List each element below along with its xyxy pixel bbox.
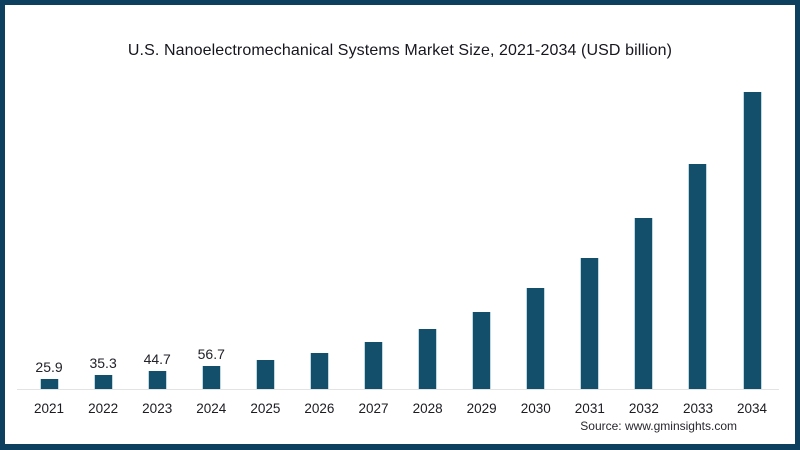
bar-slot-2030 [509, 60, 563, 390]
bar-slot-2022: 35.3 [76, 60, 130, 390]
x-axis-label-2021: 2021 [34, 401, 65, 416]
bar-2025 [255, 360, 275, 390]
bar-2027 [364, 342, 383, 390]
bar-2032 [634, 217, 654, 390]
x-axis-label-2025: 2025 [250, 401, 281, 416]
bar-2034 [742, 92, 762, 390]
x-axis-label-2022: 2022 [88, 401, 119, 416]
bar-slot-2025 [238, 60, 292, 390]
bar-slot-2032 [617, 60, 671, 390]
bar-2028 [418, 329, 438, 390]
bar-2022 [93, 375, 113, 390]
x-axis-line [17, 389, 779, 390]
chart-title: U.S. Nanoelectromechanical Systems Marke… [127, 42, 673, 59]
bar-slot-2023: 44.7 [130, 60, 184, 390]
x-axis-label-2027: 2027 [358, 401, 389, 416]
bar-2024 [201, 366, 221, 390]
bar-2023 [147, 371, 167, 390]
x-axis-label-2031: 2031 [574, 401, 605, 416]
x-axis-label-2026: 2026 [304, 401, 335, 416]
bar-value-label-2023: 44.7 [143, 351, 171, 368]
bar-slot-2024: 56.7 [184, 60, 238, 390]
bar-slot-2021: 25.9 [22, 60, 76, 390]
bar-value-label-2021: 25.9 [35, 359, 63, 376]
bar-2021 [39, 379, 59, 390]
bars-container: 25.9 35.3 44.7 56.7 [22, 60, 779, 390]
bar-slot-2029 [455, 60, 509, 390]
x-axis-label-2028: 2028 [412, 401, 443, 416]
x-axis-label-2029: 2029 [466, 401, 497, 416]
bar-slot-2028 [401, 60, 455, 390]
x-axis-label-2024: 2024 [196, 401, 227, 416]
bar-slot-2033 [671, 60, 725, 390]
x-axis-label-2032: 2032 [628, 401, 659, 416]
x-axis-label-2030: 2030 [520, 401, 551, 416]
bar-2031 [580, 258, 600, 390]
bar-2026 [309, 352, 329, 390]
bar-2030 [526, 288, 546, 390]
x-axis-label-2033: 2033 [682, 401, 713, 416]
bar-value-label-2022: 35.3 [89, 355, 117, 372]
x-axis-label-2034: 2034 [737, 401, 768, 416]
x-axis-labels: 2021 2022 2023 2024 2025 2026 2027 2028 2029 2030… [22, 401, 779, 416]
bar-slot-2026 [292, 60, 346, 390]
bar-value-label-2024: 56.7 [197, 346, 225, 363]
bar-2033 [688, 164, 708, 390]
x-axis-label-2023: 2023 [142, 401, 173, 416]
bar-slot-2034 [725, 60, 779, 390]
bar-slot-2027 [346, 60, 400, 390]
bar-slot-2031 [563, 60, 617, 390]
source-credit: Source: www.gminsights.com [580, 419, 737, 433]
bar-2029 [472, 312, 492, 390]
